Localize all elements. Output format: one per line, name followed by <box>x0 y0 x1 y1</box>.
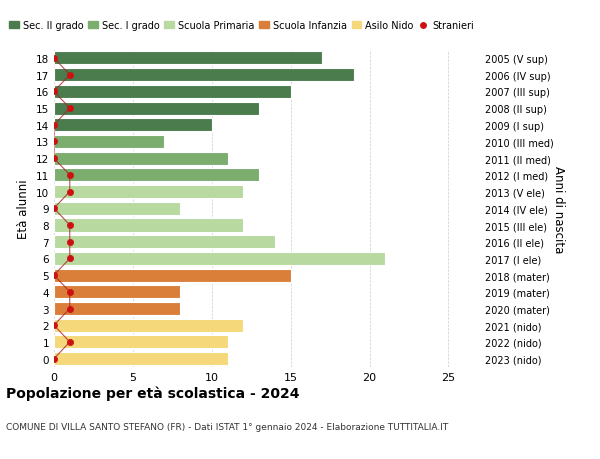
Bar <box>54 252 385 265</box>
Bar <box>54 69 354 82</box>
Bar <box>54 336 227 349</box>
Bar <box>54 136 164 149</box>
Y-axis label: Età alunni: Età alunni <box>17 179 31 239</box>
Bar <box>54 269 290 282</box>
Bar <box>54 119 212 132</box>
Bar <box>54 86 290 99</box>
Bar <box>54 285 180 299</box>
Legend: Sec. II grado, Sec. I grado, Scuola Primaria, Scuola Infanzia, Asilo Nido, Stran: Sec. II grado, Sec. I grado, Scuola Prim… <box>5 17 478 35</box>
Bar <box>54 319 244 332</box>
Bar <box>54 102 259 115</box>
Bar <box>54 353 227 365</box>
Bar <box>54 152 227 165</box>
Y-axis label: Anni di nascita: Anni di nascita <box>552 165 565 252</box>
Text: COMUNE DI VILLA SANTO STEFANO (FR) - Dati ISTAT 1° gennaio 2024 - Elaborazione T: COMUNE DI VILLA SANTO STEFANO (FR) - Dat… <box>6 422 448 431</box>
Bar <box>54 219 244 232</box>
Bar <box>54 52 322 65</box>
Bar <box>54 235 275 249</box>
Bar <box>54 202 180 215</box>
Bar <box>54 186 244 199</box>
Bar <box>54 302 180 315</box>
Bar <box>54 169 259 182</box>
Text: Popolazione per età scolastica - 2024: Popolazione per età scolastica - 2024 <box>6 386 299 400</box>
